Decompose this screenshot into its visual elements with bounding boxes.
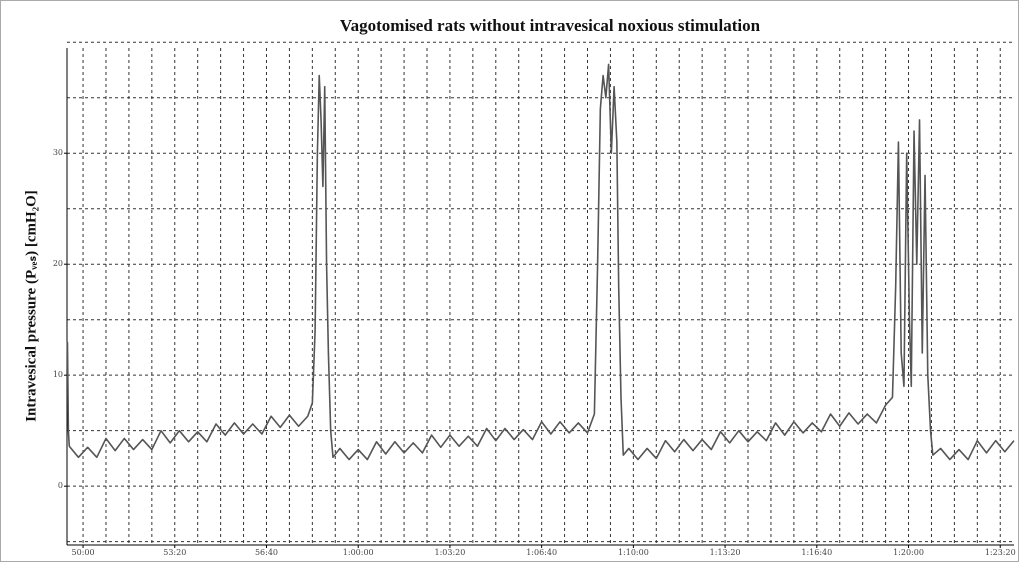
- y-tick-label: 10: [53, 370, 63, 379]
- y-tick-label: 0: [58, 481, 63, 490]
- x-tick-label: 1:03:20: [435, 548, 466, 557]
- y-axis-label: Intravesical pressure (Pᵥₑₛ) [cmH₂O]: [23, 190, 39, 422]
- x-tick-label: 1:20:00: [893, 548, 924, 557]
- x-tick-label: 53:20: [163, 548, 186, 557]
- x-tick-label: 50:00: [72, 548, 95, 557]
- x-tick-label: 1:23:20: [985, 548, 1016, 557]
- chart-title: Vagotomised rats without intravesical no…: [340, 16, 761, 35]
- y-tick-label: 20: [53, 259, 63, 268]
- x-tick-label: 1:00:00: [343, 548, 374, 557]
- pressure-trace: [66, 63, 1015, 461]
- y-tick-label: 30: [53, 148, 63, 157]
- x-tick-label: 56:40: [255, 548, 278, 557]
- x-tick-label: 1:10:00: [618, 548, 649, 557]
- x-tick-label: 1:13:20: [710, 548, 741, 557]
- x-tick-label: 1:06:40: [526, 548, 557, 557]
- x-tick-label: 1:16:40: [801, 548, 832, 557]
